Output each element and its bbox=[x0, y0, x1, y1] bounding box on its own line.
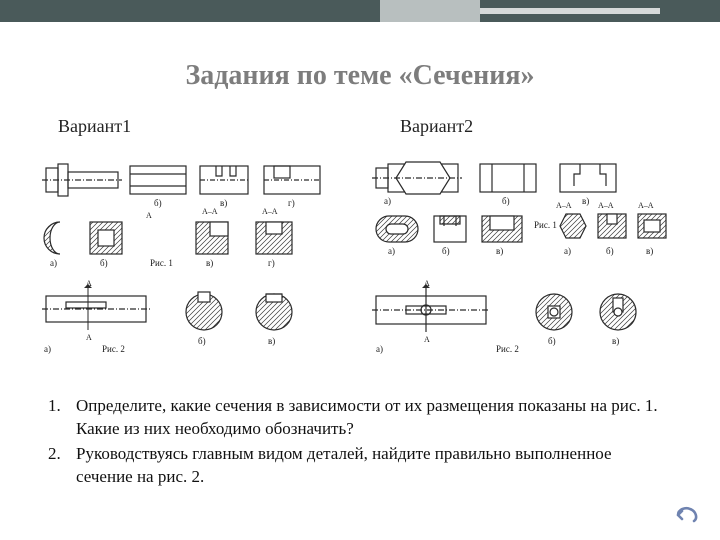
svg-text:в): в) bbox=[582, 196, 589, 206]
svg-text:А: А bbox=[86, 333, 92, 342]
svg-text:г): г) bbox=[288, 198, 295, 208]
svg-text:Рис. 1: Рис. 1 bbox=[534, 220, 557, 230]
svg-text:г): г) bbox=[268, 258, 275, 268]
svg-text:а): а) bbox=[376, 344, 383, 354]
svg-text:б): б) bbox=[548, 336, 556, 346]
svg-text:Рис. 2: Рис. 2 bbox=[102, 344, 125, 354]
svg-text:а): а) bbox=[50, 258, 57, 268]
svg-text:в): в) bbox=[220, 198, 227, 208]
svg-text:в): в) bbox=[268, 336, 275, 346]
svg-text:в): в) bbox=[206, 258, 213, 268]
svg-text:А–А: А–А bbox=[556, 201, 572, 210]
header-seg1 bbox=[380, 0, 480, 22]
svg-text:а): а) bbox=[564, 246, 571, 256]
svg-text:А–А: А–А bbox=[638, 201, 654, 210]
svg-text:в): в) bbox=[612, 336, 619, 346]
svg-text:А–А: А–А bbox=[598, 201, 614, 210]
figures-area: б) в) г) bbox=[40, 150, 680, 370]
page-title: Задания по теме «Сечения» bbox=[0, 60, 720, 92]
variant2-label: Вариант2 bbox=[400, 116, 473, 137]
svg-text:А–А: А–А bbox=[202, 207, 218, 216]
header-bar bbox=[0, 0, 720, 22]
svg-text:в): в) bbox=[496, 246, 503, 256]
svg-text:Рис. 2: Рис. 2 bbox=[496, 344, 519, 354]
svg-text:б): б) bbox=[502, 196, 510, 206]
question-1: Определите, какие сечения в зависимости … bbox=[48, 395, 668, 441]
svg-text:б): б) bbox=[100, 258, 108, 268]
questions-list: Определите, какие сечения в зависимости … bbox=[48, 395, 668, 491]
svg-text:а): а) bbox=[388, 246, 395, 256]
svg-text:А–А: А–А bbox=[262, 207, 278, 216]
svg-text:б): б) bbox=[606, 246, 614, 256]
svg-text:б): б) bbox=[154, 198, 162, 208]
svg-text:б): б) bbox=[442, 246, 450, 256]
variant2-figure: б) а) в) а) bbox=[370, 150, 680, 370]
svg-text:б): б) bbox=[198, 336, 206, 346]
header-seg2 bbox=[480, 8, 660, 14]
question-2: Руководствуясь главным видом деталей, на… bbox=[48, 443, 668, 489]
svg-text:А: А bbox=[146, 211, 152, 220]
svg-text:в): в) bbox=[646, 246, 653, 256]
svg-text:а): а) bbox=[384, 196, 391, 206]
svg-text:а): а) bbox=[44, 344, 51, 354]
svg-text:Рис. 1: Рис. 1 bbox=[150, 258, 173, 268]
variant1-label: Вариант1 bbox=[58, 116, 131, 137]
variant1-figure: б) в) г) bbox=[40, 150, 350, 370]
return-icon[interactable] bbox=[676, 506, 700, 524]
svg-text:А: А bbox=[424, 335, 430, 344]
